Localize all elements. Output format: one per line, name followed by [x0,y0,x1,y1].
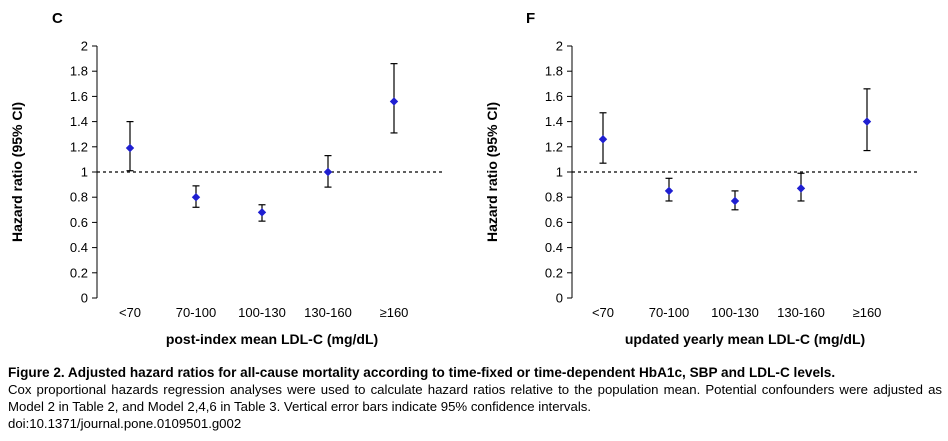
y-tick-label: 0.6 [545,215,563,230]
y-tick-label: 2 [556,39,563,54]
chart-panel-f: F 0 0.2 0.4 0.6 0.8 1 1.2 1.4 1.6 1.8 2 Hazard ratio… [484,10,918,347]
y-tick-label: 0 [556,291,563,306]
y-tick-label: 0.4 [70,240,88,255]
caption-doi: doi:10.1371/journal.pone.0109501.g002 [8,416,242,431]
data-point-marker [796,184,806,193]
y-tick-label: 1.4 [545,114,563,129]
y-tick-label: 1.6 [70,89,88,104]
x-tick-label: ≥160 [380,305,409,320]
data-point-marker [191,193,201,202]
y-axis-title: Hazard ratio (95% CI) [484,102,500,242]
y-tick-label: 0.8 [545,190,563,205]
y-tick-label: 1.8 [70,64,88,79]
x-tick-label: 100-130 [711,305,759,320]
panel-letter: C [52,10,63,27]
caption-body: Cox proportional hazards regression anal… [8,382,942,414]
y-tick-label: 0 [81,291,88,306]
data-point-marker [323,167,333,177]
y-tick-label: 1.6 [545,89,563,104]
x-tick-label: <70 [119,305,141,320]
caption-title: Figure 2. Adjusted hazard ratios for all… [8,365,836,380]
y-tick-label: 0.8 [70,190,88,205]
figure-panels: C 0 0.2 0.4 0.6 0.8 1 1.2 1.4 1.6 1.8 2 Hazard ratio… [9,10,918,347]
y-axis-title: Hazard ratio (95% CI) [9,102,25,242]
data-point-marker [862,117,872,126]
y-tick-label: 1.4 [70,114,88,129]
x-tick-label: 70-100 [649,305,689,320]
x-tick-label: 100-130 [238,305,286,320]
y-tick-label: 1 [81,165,88,180]
y-tick-label: 0.2 [70,265,88,280]
data-point-marker [389,97,399,106]
data-point-marker [257,208,267,217]
x-tick-label: 70-100 [176,305,216,320]
y-tick-label: 1 [556,165,563,180]
panel-letter: F [526,10,535,27]
y-tick-label: 0.6 [70,215,88,230]
chart-panel-c: C 0 0.2 0.4 0.6 0.8 1 1.2 1.4 1.6 1.8 2 Hazard ratio… [9,10,443,347]
y-tick-label: 1.2 [545,139,563,154]
y-tick-label: 1.8 [545,64,563,79]
x-tick-label: ≥160 [853,305,882,320]
y-tick-label: 2 [81,39,88,54]
data-point-marker [664,186,674,196]
y-tick-label: 0.2 [545,265,563,280]
data-point-marker [125,143,135,153]
y-tick-label: 0.4 [545,240,563,255]
figure-caption: Figure 2. Adjusted hazard ratios for all… [8,364,942,432]
x-tick-label: 130-160 [777,305,825,320]
x-axis-title: post-index mean LDL-C (mg/dL) [166,331,378,347]
x-tick-label: <70 [592,305,614,320]
y-tick-label: 1.2 [70,139,88,154]
data-point-marker [730,196,740,206]
x-tick-label: 130-160 [304,305,352,320]
x-axis-title: updated yearly mean LDL-C (mg/dL) [625,331,865,347]
data-point-marker [598,135,608,144]
